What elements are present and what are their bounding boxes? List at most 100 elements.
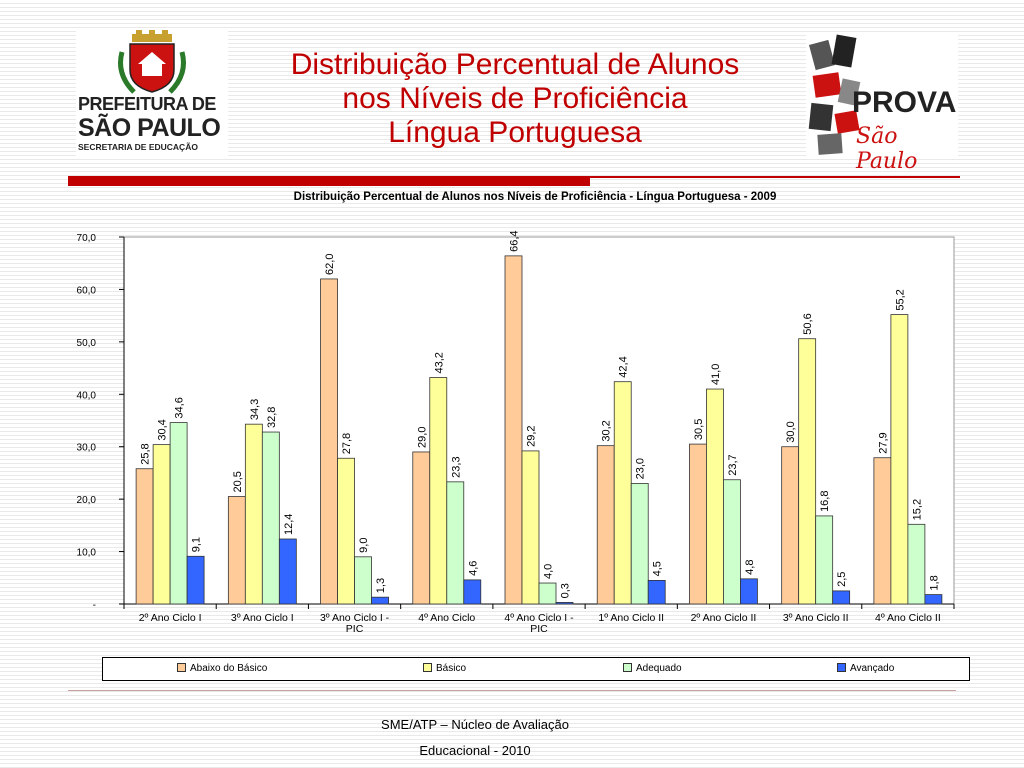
- bar: [169, 422, 188, 605]
- data-label: 20,5: [232, 471, 244, 492]
- data-label: 15,2: [911, 499, 923, 520]
- bar: [907, 523, 926, 605]
- data-label: 29,0: [416, 427, 428, 448]
- bar: [706, 388, 724, 605]
- data-label: 55,2: [894, 289, 906, 310]
- bar: [244, 423, 263, 605]
- data-label: 4,6: [467, 561, 479, 576]
- y-tick-label: 30,0: [77, 443, 97, 454]
- data-label: 34,6: [174, 397, 186, 418]
- bar: [798, 338, 817, 605]
- data-label: 30,5: [693, 419, 705, 440]
- bar: [924, 594, 943, 605]
- legend-swatch-basico: [423, 662, 432, 672]
- data-label: 23,3: [450, 456, 462, 477]
- x-tick-label: 4º Ano Ciclo II: [875, 612, 941, 624]
- x-tick-label: 3º Ano Ciclo II: [783, 612, 849, 624]
- legend-label-abaixo: Abaixo do Básico: [190, 663, 268, 674]
- data-label: 30,4: [157, 419, 169, 440]
- title-accent-bar: [68, 176, 590, 186]
- slide-title-line-1: Distribuição Percentual de Alunos: [290, 48, 740, 81]
- bar: [337, 457, 355, 605]
- legend-swatch-avancado: [837, 662, 846, 672]
- footer-line-1: SME/ATP – Núcleo de Avaliação: [381, 717, 569, 732]
- data-label: 30,0: [785, 421, 797, 442]
- data-label: 62,0: [324, 254, 336, 275]
- data-label: 25,8: [140, 443, 152, 464]
- data-label: 42,4: [618, 356, 630, 377]
- footer-line-2: Educacional - 2010: [419, 743, 531, 758]
- data-label: 0,3: [560, 583, 572, 598]
- x-tick-label: 2º Ano Ciclo I: [139, 612, 202, 624]
- bar: [371, 596, 389, 605]
- logo-left-line-2: SÃO PAULO: [78, 114, 221, 142]
- slide-title: Distribuição Percentual de Alunos nos Ní…: [250, 48, 780, 150]
- y-tick-label: 20,0: [77, 495, 97, 506]
- data-label: 1,3: [375, 578, 387, 593]
- legend-label-avancado: Avançado: [850, 663, 895, 674]
- logo-right-line-2: São Paulo: [856, 124, 918, 174]
- x-tick-label: 4º Ano Ciclo I -: [504, 612, 574, 624]
- data-label: 4,5: [652, 561, 664, 576]
- logo-left-line-3: SECRETARIA DE EDUCAÇÃO: [78, 142, 198, 152]
- bar: [647, 580, 666, 605]
- bar: [596, 445, 615, 605]
- data-label: 4,0: [543, 564, 555, 579]
- data-label: 9,1: [191, 537, 203, 552]
- bar: [740, 578, 758, 605]
- bar: [320, 278, 338, 605]
- chart-legend: Abaixo do Básico Básico Adequado Avançad…: [102, 657, 970, 681]
- legend-swatch-adequado: [623, 662, 632, 672]
- bar: [135, 468, 154, 605]
- bar: [446, 481, 465, 605]
- data-label: 9,0: [358, 538, 370, 553]
- bar: [504, 255, 523, 605]
- data-label: 1,8: [928, 575, 940, 590]
- data-label: 32,8: [266, 407, 278, 428]
- legend-item-adequado: Adequado: [623, 662, 682, 674]
- y-tick-label: 60,0: [77, 285, 97, 296]
- bar: [152, 444, 171, 605]
- bar: [521, 450, 540, 605]
- bar: [832, 590, 851, 605]
- bar: [354, 556, 372, 605]
- bar: [538, 582, 557, 605]
- y-tick-label: 40,0: [77, 390, 97, 401]
- x-tick-label: 4º Ano Ciclo: [418, 612, 475, 624]
- data-label: 16,8: [819, 490, 831, 511]
- chart-title: Distribuição Percentual de Alunos nos Ní…: [293, 191, 777, 203]
- bar: [613, 381, 632, 605]
- x-tick-label: 2º Ano Ciclo II: [691, 612, 757, 624]
- bar: [412, 451, 431, 605]
- prova-blocks-icon: [808, 34, 861, 155]
- x-tick-label: 3º Ano Ciclo I: [231, 612, 294, 624]
- prefeitura-sao-paulo-logo: PREFEITURA DE SÃO PAULO SECRETARIA DE ED…: [76, 30, 228, 158]
- data-label: 2,5: [836, 572, 848, 587]
- data-label: 34,3: [249, 399, 261, 420]
- slide-title-line-3: Língua Portuguesa: [388, 116, 642, 149]
- y-tick-label: -: [93, 600, 96, 611]
- data-label: 4,8: [744, 560, 756, 575]
- bar: [815, 515, 834, 605]
- y-tick-label: 10,0: [77, 548, 97, 559]
- data-label: 66,4: [509, 230, 521, 251]
- bar: [630, 483, 649, 605]
- bar: [227, 496, 246, 605]
- city-coat-of-arms-icon: [118, 30, 186, 94]
- data-label: 41,0: [710, 364, 722, 385]
- legend-label-adequado: Adequado: [636, 663, 682, 674]
- bar: [781, 446, 800, 605]
- title-accent-rule: [590, 176, 960, 178]
- data-label: 23,0: [635, 458, 647, 479]
- bottom-rule: [68, 690, 956, 691]
- bar: [463, 579, 482, 605]
- bar: [890, 314, 909, 605]
- data-label: 27,9: [877, 432, 889, 453]
- legend-item-avancado: Avançado: [837, 662, 895, 674]
- y-tick-label: 50,0: [77, 338, 97, 349]
- x-tick-label: PIC: [530, 623, 548, 635]
- x-tick-label: 3º Ano Ciclo I -: [320, 612, 390, 624]
- data-label: 30,2: [601, 420, 613, 441]
- bar: [689, 443, 707, 605]
